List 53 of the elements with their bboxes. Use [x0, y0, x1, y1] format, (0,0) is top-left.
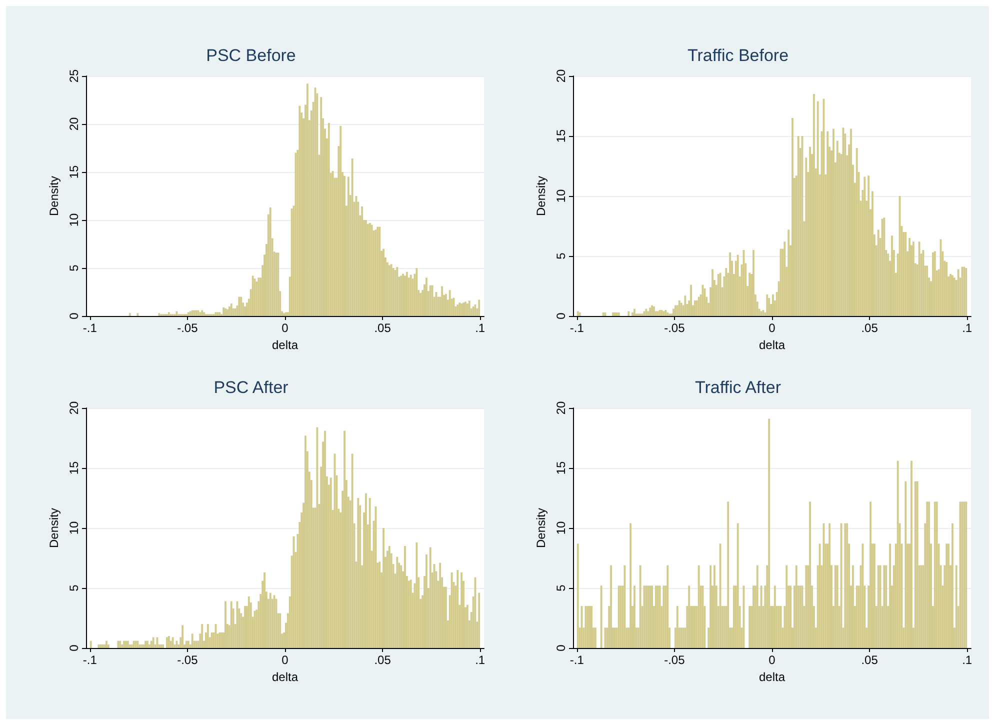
- x-tick-label: .1: [962, 321, 972, 335]
- chart-title: Traffic Before: [687, 46, 789, 65]
- y-axis-title: Density: [47, 508, 62, 548]
- x-tick-label: 0: [768, 653, 776, 667]
- y-axis-title: Density: [534, 508, 548, 548]
- y-tick-label: 20: [67, 117, 81, 131]
- chart-title: PSC Before: [206, 46, 296, 65]
- x-axis-title: delta: [272, 338, 298, 352]
- y-tick-label: 0: [67, 312, 81, 320]
- x-tick-label: .05: [861, 653, 878, 667]
- y-tick-label: 10: [554, 189, 568, 203]
- y-tick-label: 0: [67, 644, 81, 652]
- x-tick-label: .05: [374, 653, 392, 667]
- chart-title: Traffic After: [695, 378, 782, 397]
- y-tick-label: 5: [554, 584, 568, 592]
- y-tick-label: 5: [67, 584, 81, 592]
- y-tick-label: 0: [554, 644, 568, 652]
- y-tick-label: 15: [67, 461, 81, 475]
- y-axis-title: Density: [534, 176, 548, 216]
- x-tick-label: 0: [282, 653, 289, 667]
- y-tick-label: 25: [67, 69, 81, 83]
- x-axis-title: delta: [758, 338, 786, 352]
- y-tick-label: 20: [67, 401, 81, 415]
- y-tick-label: 0: [554, 312, 568, 320]
- x-tick-label: -.1: [570, 321, 584, 335]
- x-tick-label: .05: [861, 321, 878, 335]
- x-tick-label: -.05: [664, 653, 686, 667]
- x-tick-label: -.1: [82, 321, 98, 335]
- y-tick-label: 20: [554, 401, 568, 415]
- chart-title: PSC After: [214, 378, 289, 397]
- y-tick-label: 10: [67, 213, 81, 227]
- x-tick-label: -.05: [664, 321, 686, 335]
- x-axis-title: delta: [272, 670, 298, 684]
- x-tick-label: -.1: [82, 653, 98, 667]
- x-axis-title: delta: [758, 670, 786, 684]
- y-tick-label: 15: [554, 129, 568, 143]
- x-tick-label: -.1: [570, 653, 584, 667]
- y-axis-title: Density: [47, 176, 62, 216]
- y-tick-label: 5: [554, 252, 568, 260]
- x-tick-label: 0: [282, 321, 289, 335]
- y-tick-label: 15: [67, 165, 81, 179]
- x-tick-label: .1: [475, 653, 486, 667]
- y-tick-label: 15: [554, 461, 568, 475]
- x-tick-label: 0: [768, 321, 776, 335]
- y-tick-label: 10: [554, 521, 568, 535]
- x-tick-label: .1: [475, 321, 486, 335]
- y-tick-label: 10: [67, 521, 81, 535]
- x-tick-label: -.05: [177, 653, 198, 667]
- y-tick-label: 20: [554, 69, 568, 83]
- x-tick-label: -.05: [177, 321, 198, 335]
- x-tick-label: .1: [962, 653, 972, 667]
- x-tick-label: .05: [374, 321, 392, 335]
- y-tick-label: 5: [67, 264, 81, 272]
